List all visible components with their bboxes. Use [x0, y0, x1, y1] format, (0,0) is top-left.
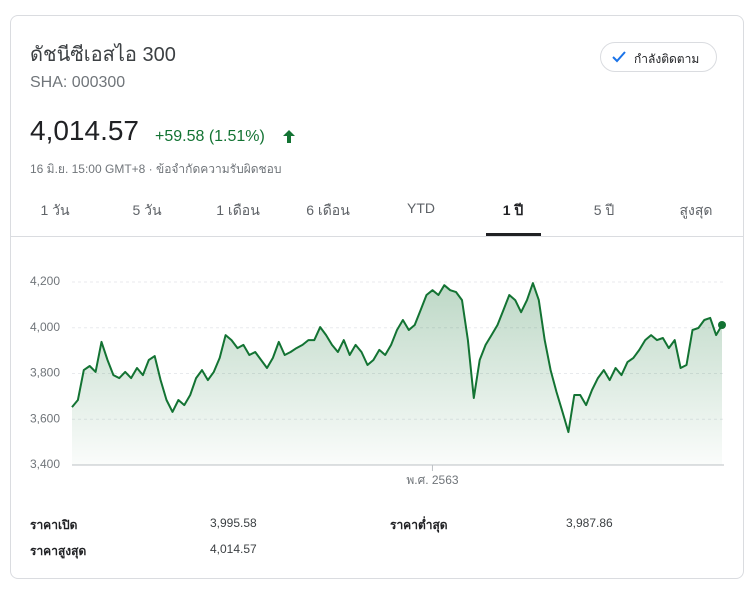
divider [11, 236, 743, 237]
card [10, 15, 744, 579]
line [71, 282, 723, 434]
y-tick-label: 3,800 [30, 366, 60, 380]
y-tick-label: 3,600 [30, 411, 60, 425]
stat-value: 4,014.57 [210, 542, 257, 556]
y-tick-label: 4,200 [30, 274, 60, 288]
follow-label: กำลังติดตาม [634, 52, 700, 66]
last-point [718, 321, 726, 330]
ticker: SHA: 000300 [30, 74, 126, 91]
tab[interactable]: สูงสุด [679, 202, 713, 218]
title: ดัชนีซีเอสไอ 300 [30, 44, 176, 66]
tab[interactable]: 1 ปี [502, 202, 524, 218]
tab[interactable]: 5 ปี [593, 202, 615, 218]
stat-value: 3,995.58 [210, 516, 257, 530]
area [72, 283, 722, 465]
tab[interactable]: 1 วัน [40, 202, 70, 218]
tab[interactable]: YTD [407, 200, 435, 216]
follow-button[interactable]: กำลังติดตาม [600, 42, 717, 72]
stat-value: 3,987.86 [566, 516, 613, 530]
up-arrow [283, 130, 295, 143]
timestamp: 16 มิ.ย. 15:00 GMT+8 · ข้อจำกัดความรับผิ… [30, 162, 282, 176]
price: 4,014.57 [30, 115, 139, 146]
x-tick-label: พ.ศ. 2563 [406, 473, 459, 487]
change: +59.58 (1.51%) [155, 128, 265, 145]
tab-underline [486, 233, 541, 236]
y-tick-label: 3,400 [30, 457, 60, 471]
stat-label: ราคาต่ำสุด [390, 518, 448, 532]
tab[interactable]: 5 วัน [132, 202, 162, 218]
tab[interactable]: 6 เดือน [306, 202, 350, 218]
stat-label: ราคาเปิด [30, 518, 78, 532]
check-icon [612, 51, 626, 63]
tab[interactable]: 1 เดือน [216, 202, 260, 218]
y-tick-label: 4,000 [30, 320, 60, 334]
stat-label: ราคาสูงสุด [30, 544, 87, 558]
